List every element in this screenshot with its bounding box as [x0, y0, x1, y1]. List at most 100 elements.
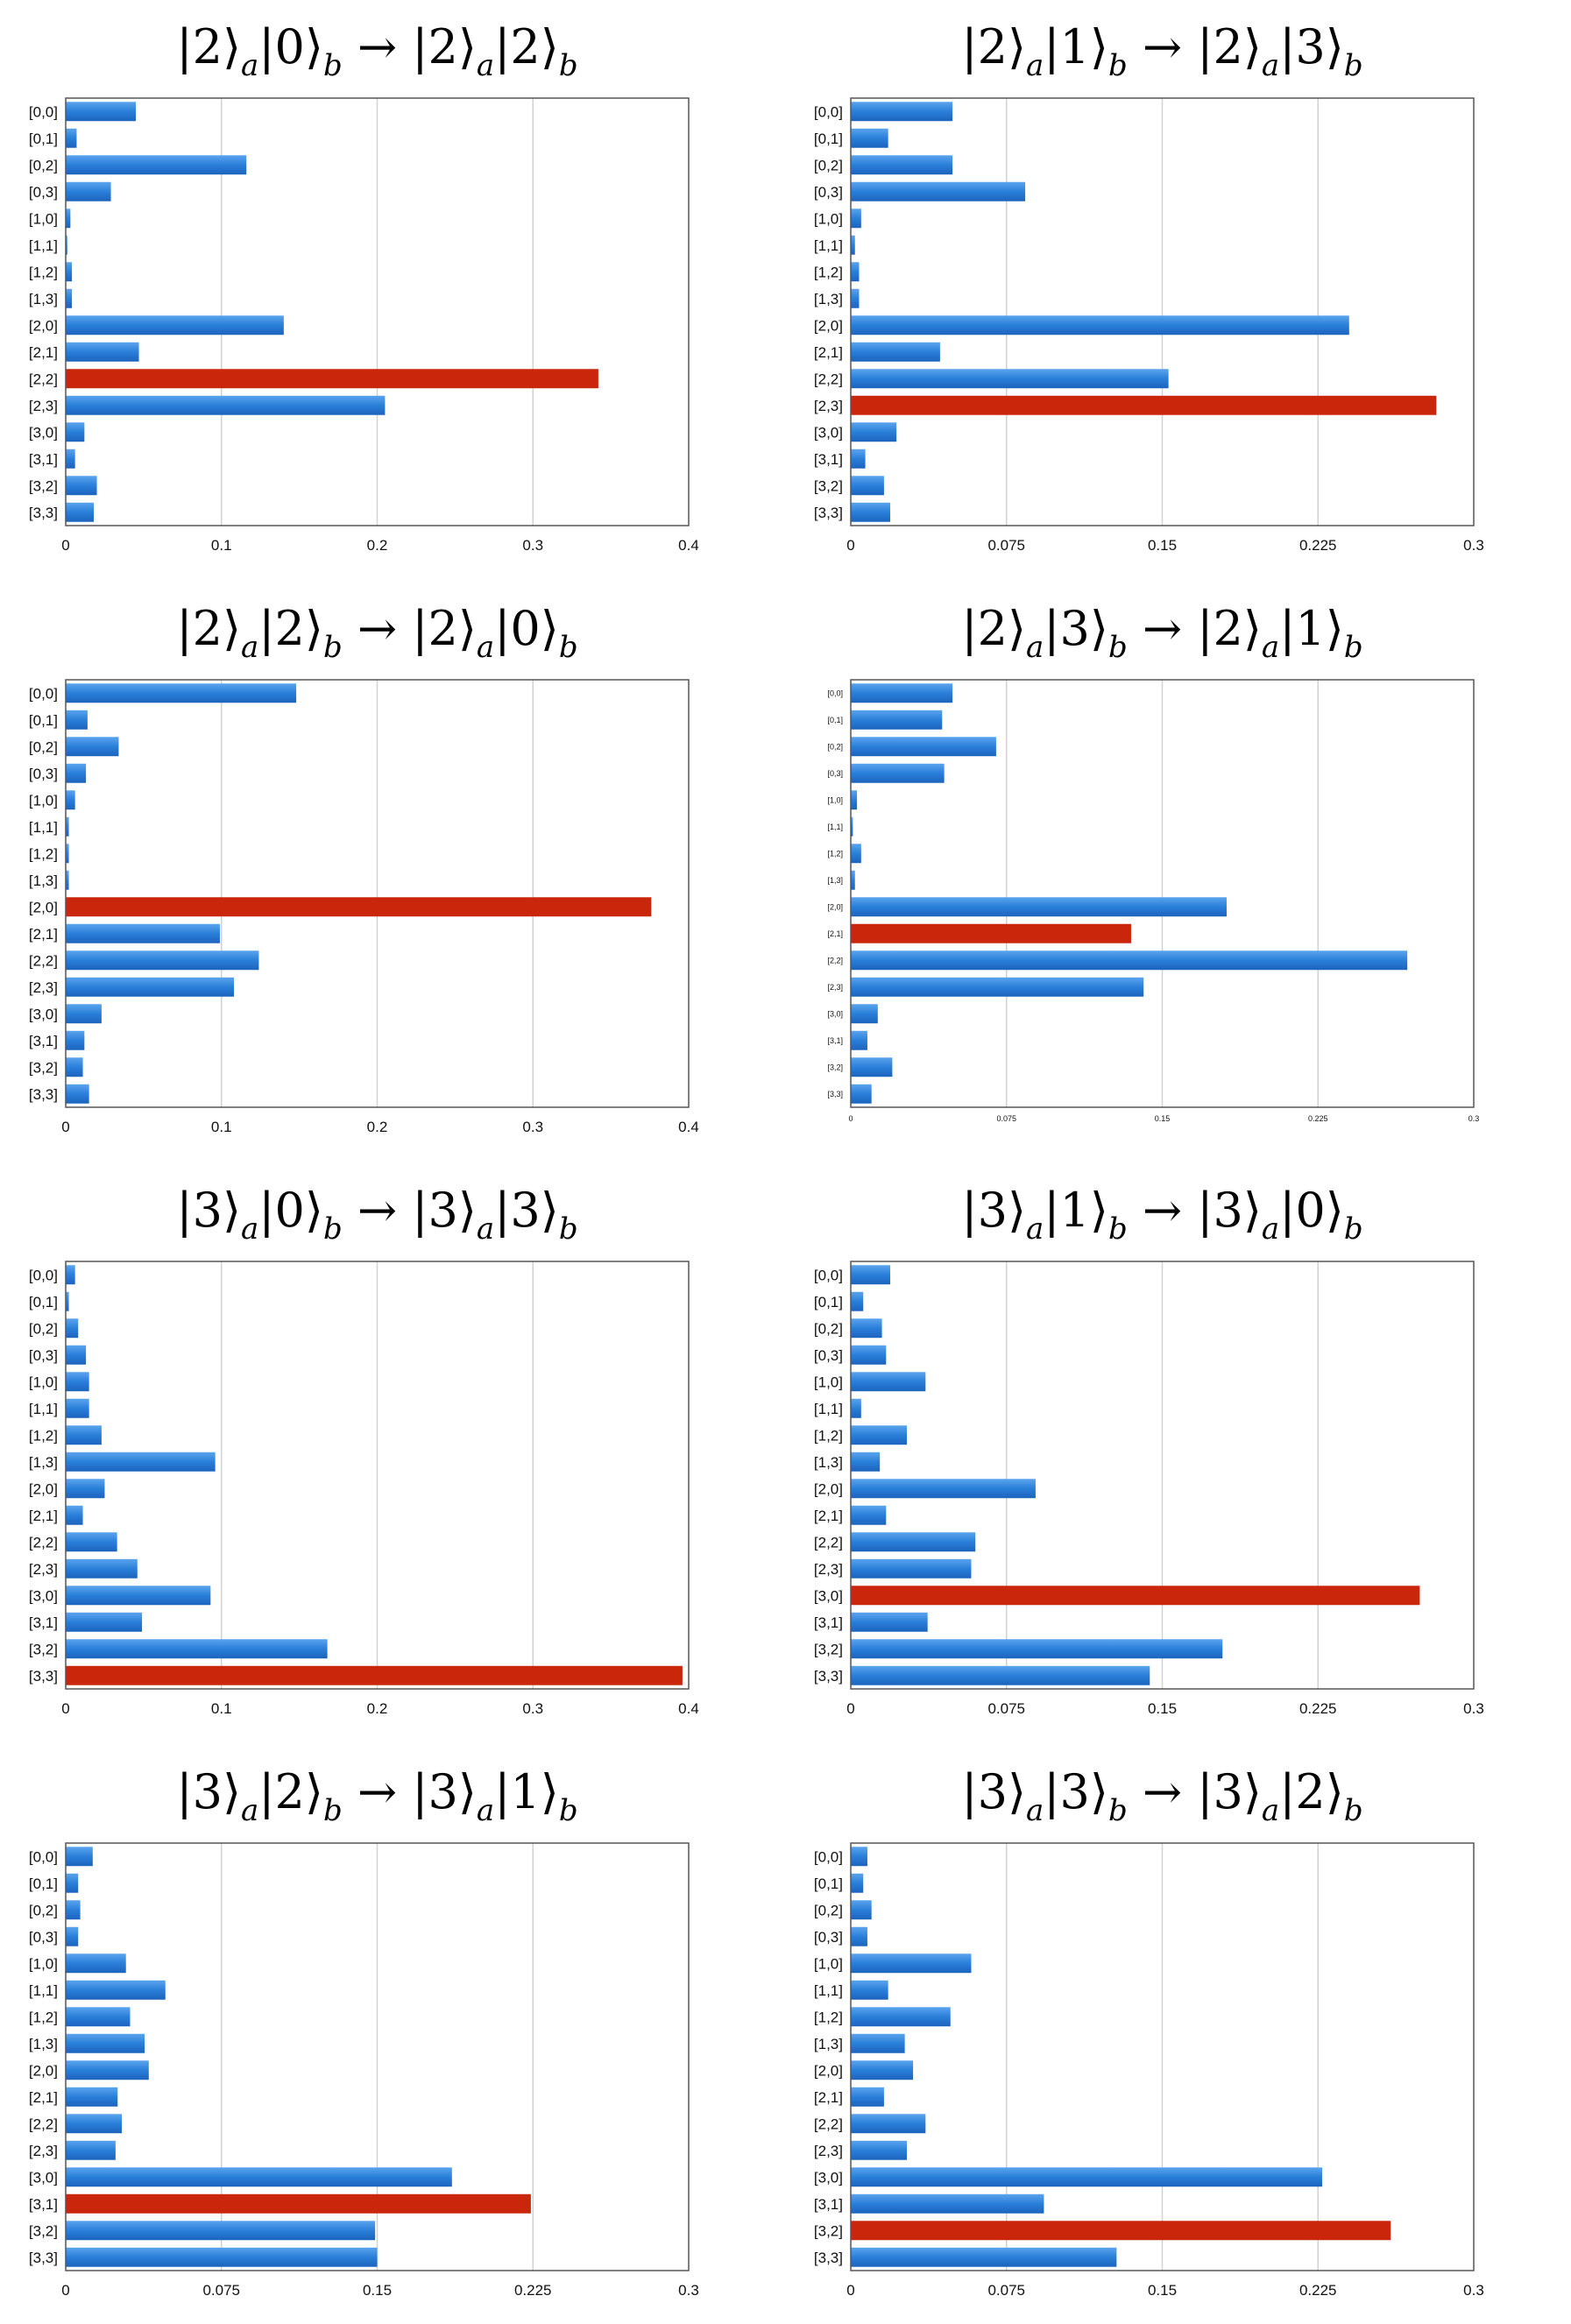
bar-chart: |2⟩a|2⟩b → |2⟩a|0⟩b [0,0] [0,1] [0,2] [0,3] [… [29, 601, 699, 1135]
category-label: [3,2] [29, 1059, 58, 1076]
x-tick-label: 0.075 [987, 537, 1025, 554]
category-label: [3,0] [29, 2169, 58, 2186]
chart-title: |2⟩a|2⟩b → |2⟩a|0⟩b [176, 601, 577, 665]
bar-highlight [66, 1665, 683, 1685]
bar [851, 1265, 891, 1285]
x-tick-label: 0 [61, 1700, 69, 1717]
bar [851, 1084, 872, 1104]
bar [66, 1004, 102, 1024]
bar [851, 737, 996, 757]
category-label: [3,0] [814, 2169, 843, 2186]
bar [66, 1030, 85, 1050]
bar [66, 208, 71, 229]
bar [851, 102, 953, 122]
x-tick-label: 0.3 [1463, 1700, 1484, 1717]
bar [66, 977, 234, 997]
category-label: [2,1] [29, 1508, 58, 1524]
bar [851, 262, 860, 282]
bar [66, 128, 77, 148]
category-label: [0,1] [29, 1875, 58, 1892]
bar [66, 342, 139, 362]
bar [66, 422, 85, 442]
category-label: [2,1] [29, 344, 58, 361]
category-label: [1,0] [29, 792, 58, 809]
bar [851, 1452, 881, 1472]
category-label: [3,3] [814, 1668, 843, 1685]
category-label: [1,0] [29, 1955, 58, 1972]
category-label: [3,1] [814, 451, 843, 468]
bar [66, 155, 247, 175]
category-label: [3,3] [814, 2250, 843, 2266]
x-tick-label: 0 [846, 2282, 854, 2299]
bar [66, 1980, 166, 2000]
category-label: [0,0] [29, 103, 58, 120]
category-label: [0,0] [814, 103, 843, 120]
chart-panel: |3⟩a|0⟩b → |3⟩a|3⟩b [0,0] [0,1] [0,2] [0,3] [… [0, 1163, 785, 1742]
x-tick-label: 0 [846, 1700, 854, 1717]
bar [851, 1665, 1150, 1685]
plot-frame [850, 679, 1475, 1108]
category-label: [3,2] [29, 1641, 58, 1657]
category-label: [1,2] [29, 1427, 58, 1444]
bar [851, 128, 888, 148]
x-tick-label: 0.4 [678, 1119, 699, 1135]
bar [66, 763, 87, 783]
chart-title: |3⟩a|2⟩b → |3⟩a|1⟩b [176, 1764, 577, 1828]
category-label: [2,3] [814, 2143, 843, 2159]
bar [851, 2140, 907, 2160]
category-label: [1,2] [29, 264, 58, 280]
bar [851, 2033, 905, 2053]
bar [851, 1291, 864, 1311]
x-tick-label: 0 [848, 1114, 853, 1123]
bar [851, 1057, 893, 1077]
bar [66, 1265, 75, 1285]
category-label: [1,0] [814, 1374, 843, 1390]
bar [66, 315, 284, 336]
category-label: [0,2] [814, 1902, 843, 1918]
bar [66, 395, 386, 415]
category-label: [0,0] [29, 685, 58, 702]
x-tick-label: 0.3 [1463, 537, 1484, 554]
category-label: [3,0] [29, 424, 58, 441]
category-label: [2,2] [29, 952, 58, 969]
category-label: [1,3] [29, 2036, 58, 2052]
bar [66, 1926, 79, 1946]
chart-panel: |2⟩a|0⟩b → |2⟩a|2⟩b [0,0] [0,1] [0,2] [0,3] [… [0, 0, 785, 579]
bar [66, 870, 69, 890]
bar [66, 449, 75, 469]
category-label: [0,1] [814, 131, 843, 147]
category-label: [3,2] [814, 477, 843, 494]
bar-highlight [66, 2193, 531, 2214]
category-label: [2,0] [827, 902, 843, 911]
bar [66, 683, 297, 703]
category-label: [2,0] [814, 2062, 843, 2079]
bar [66, 1479, 105, 1499]
bar [851, 790, 858, 810]
x-tick-label: 0.15 [1148, 1700, 1177, 1717]
bar [851, 2193, 1044, 2214]
category-label: [3,3] [29, 2250, 58, 2266]
category-label: [0,3] [827, 769, 843, 778]
x-tick-label: 0.075 [987, 2282, 1025, 2299]
category-label: [1,3] [29, 872, 58, 889]
bar [851, 1345, 887, 1365]
category-label: [1,0] [29, 210, 58, 227]
bar [851, 1558, 972, 1579]
bar [66, 2114, 122, 2134]
category-label: [2,2] [814, 2116, 843, 2132]
category-label: [0,3] [814, 1929, 843, 1946]
bar [66, 1612, 143, 1632]
bar [851, 1532, 976, 1552]
bar [66, 816, 69, 837]
category-label: [0,2] [814, 1320, 843, 1337]
bar [851, 816, 853, 837]
category-label: [0,2] [814, 157, 843, 173]
x-tick-label: 0.2 [367, 537, 388, 554]
category-label: [0,3] [29, 1929, 58, 1946]
category-label: [1,3] [814, 2036, 843, 2052]
x-tick-label: 0.3 [678, 2282, 699, 2299]
bar [851, 422, 897, 442]
bar [851, 2060, 914, 2080]
plot-frame [65, 97, 690, 526]
bar [851, 1612, 928, 1632]
